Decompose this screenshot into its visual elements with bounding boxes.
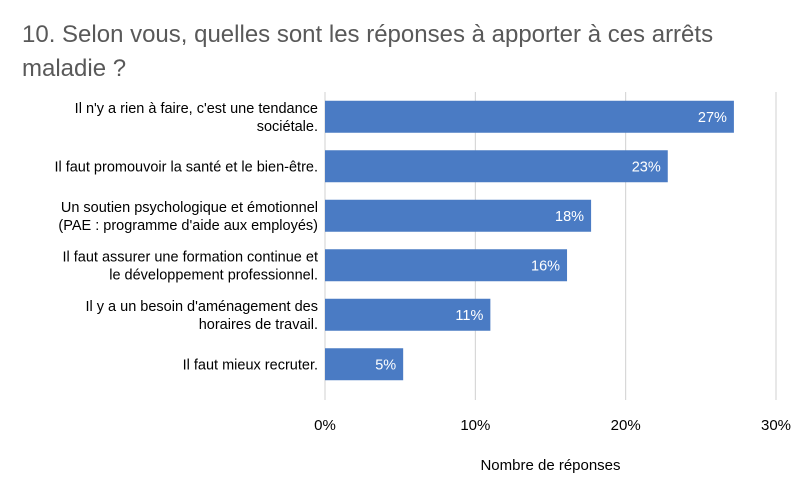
x-tick-label: 10% (460, 417, 490, 434)
category-label-line: Il faut promouvoir la santé et le bien-ê… (54, 159, 318, 175)
category-label-line: horaires de travail. (199, 317, 318, 333)
category-label: Il faut promouvoir la santé et le bien-ê… (54, 159, 318, 175)
category-label: Un soutien psychologique et émotionnel (P… (58, 200, 318, 234)
bar-value-label: 27% (698, 110, 727, 126)
category-label-line: Un soutien psychologique et émotionnel (61, 200, 318, 216)
bar-value-label: 18% (555, 209, 584, 225)
x-tick-label: 0% (314, 417, 336, 434)
category-label-line: Il faut assurer une formation continue e… (62, 249, 318, 265)
category-label-line: le développement professionnel. (109, 267, 318, 283)
category-label: Il n'y a rien à faire, c'est une tendanc… (75, 101, 318, 135)
bar (325, 348, 404, 381)
chart-title: 10. Selon vous, quelles sont les réponse… (22, 21, 714, 82)
bar-value-label: 23% (632, 159, 661, 175)
category-label-line: (PAE : programme d'aide aux employés) (58, 218, 318, 234)
x-tick-label: 20% (611, 417, 641, 434)
category-label-line: Il y a un besoin d'aménagement des (85, 299, 318, 315)
bar-value-label: 11% (455, 308, 483, 324)
category-label: Il faut assurer une formation continue e… (62, 249, 318, 283)
category-label: Il y a un besoin d'aménagement des horair… (85, 299, 318, 333)
bar (325, 100, 734, 133)
category-label: Il faut mieux recruter. (183, 357, 318, 373)
category-label-line: sociétale. (257, 119, 318, 135)
bar (325, 298, 491, 331)
bar-value-label: 16% (531, 258, 560, 274)
bar (325, 249, 568, 282)
bar-value-label: 5% (375, 357, 396, 373)
x-tick-label: 30% (761, 417, 791, 434)
bar (325, 150, 668, 183)
bar (325, 199, 592, 232)
category-label-line: Il faut mieux recruter. (183, 357, 318, 373)
x-axis-title: Nombre de réponses (480, 457, 620, 474)
category-label-line: Il n'y a rien à faire, c'est une tendanc… (75, 101, 318, 117)
